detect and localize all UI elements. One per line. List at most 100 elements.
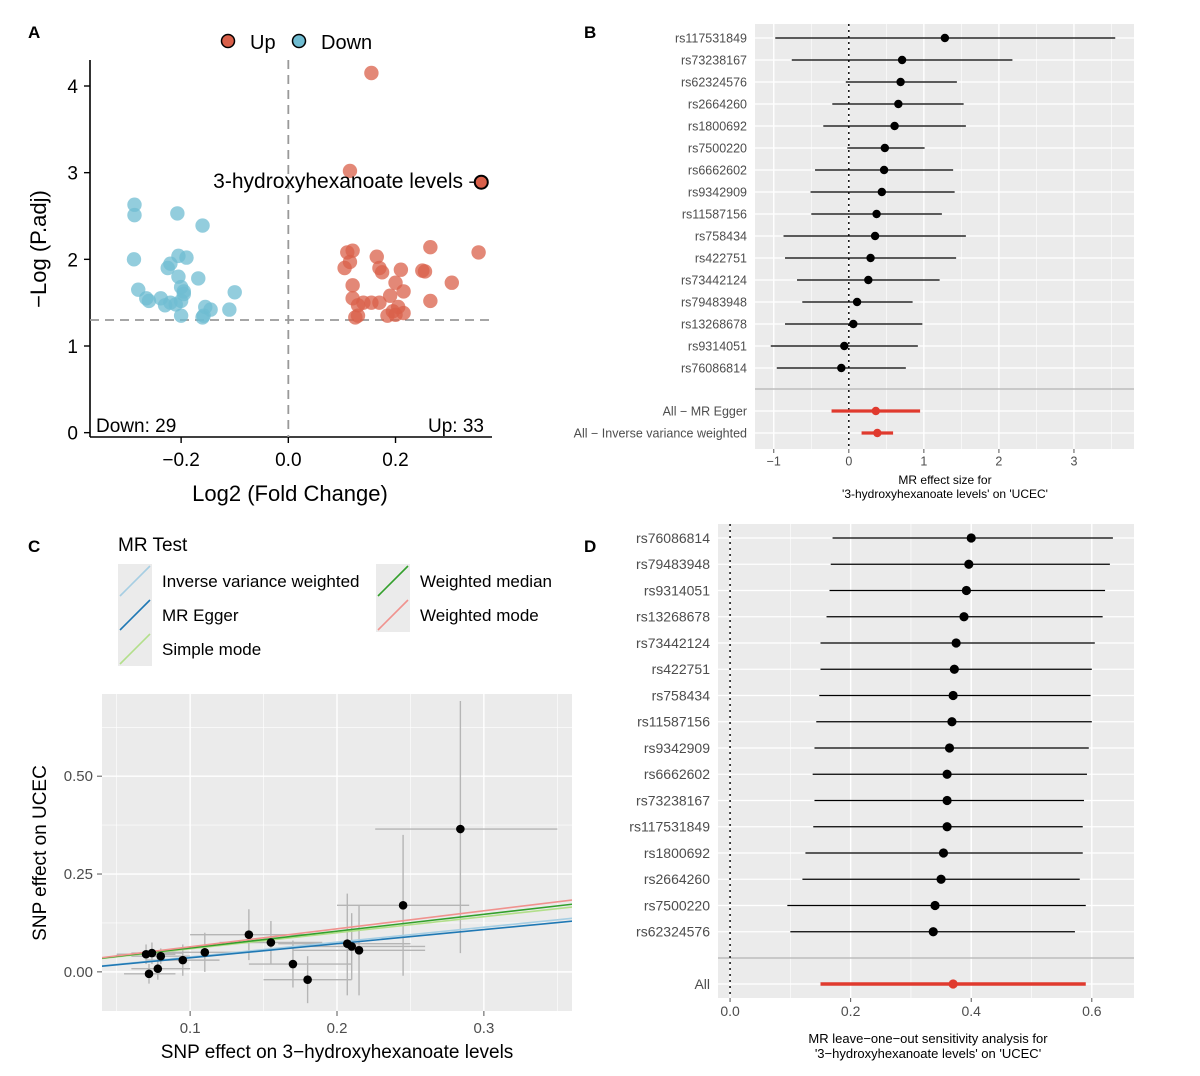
summary-label: All (694, 976, 710, 992)
snp-label: rs73238167 (681, 53, 747, 67)
y-tick-label: 0.00 (64, 964, 93, 981)
regression-line (102, 899, 572, 959)
x-tick-label: −1 (767, 455, 781, 469)
panel-a-tag: A (28, 23, 40, 42)
snp-estimate (928, 927, 938, 937)
y-tick-label: 0.50 (64, 768, 93, 785)
up-point (372, 295, 387, 310)
up-count-label: Up: 33 (428, 416, 484, 437)
legend-label: Weighted median (420, 572, 552, 591)
snp-estimate (948, 690, 958, 701)
up-point (350, 298, 366, 313)
snp-estimate (966, 533, 976, 543)
snp-estimate (961, 585, 971, 596)
mr-test-legend: Inverse variance weighted MR Egger Simple … (118, 564, 552, 666)
snp-estimate (947, 717, 957, 727)
snp-label: rs422751 (652, 661, 711, 677)
up-point (342, 254, 358, 270)
up-point (382, 288, 398, 303)
snp-point (147, 948, 157, 958)
snp-label: rs1800692 (644, 845, 710, 861)
down-point (173, 293, 189, 309)
down-point (157, 298, 173, 313)
x-tick-label: 0.0 (720, 1003, 740, 1019)
snp-estimate (894, 99, 903, 109)
snp-label: rs7500220 (688, 141, 747, 155)
volcano-plot: −0.2 0.0 0.2 0 1 2 3 4 (67, 60, 492, 471)
down-point (160, 260, 175, 276)
up-point (364, 65, 379, 81)
x-tick-label: 0.6 (1082, 1003, 1102, 1019)
snp-estimate (852, 297, 862, 307)
y-tick-label: 2 (67, 250, 78, 271)
snp-label: rs79483948 (681, 295, 747, 309)
plot-panel-background (718, 524, 1134, 998)
snp-label: rs13268678 (681, 317, 747, 331)
snp-estimate (864, 275, 873, 285)
panel-a: A Up Down −0.2 0.0 0.2 0 1 2 3 4 Down: 29 Up: 3… (26, 23, 492, 506)
snp-estimate (879, 165, 889, 175)
x-tick-label: 3 (1070, 455, 1077, 469)
summary-estimate (948, 979, 958, 989)
legend-down-label: Down (321, 32, 372, 54)
up-point (388, 307, 403, 322)
snp-label: rs73442124 (681, 273, 747, 287)
snp-point (200, 947, 210, 957)
panel-d-x-axis-label-line2: '3−hydroxyhexanoate levels' on 'UCEC' (815, 1046, 1041, 1061)
legend-label: Weighted mode (420, 606, 539, 625)
snp-label: rs7500220 (644, 897, 710, 913)
snp-label: rs2664260 (644, 871, 710, 887)
down-point (222, 302, 237, 317)
mr-forest-plot: rs117531849 rs73238167 rs62324576 rs2664260… (574, 24, 1134, 469)
panel-d-x-axis-label-line1: MR leave−one−out sensitivity analysis fo… (808, 1031, 1048, 1046)
down-point (170, 206, 185, 221)
y-tick-label: 0.25 (64, 866, 93, 883)
snp-label: rs11587156 (682, 207, 747, 221)
legend-key-line (119, 565, 151, 597)
snp-label: rs9314051 (644, 582, 710, 598)
up-point (348, 310, 363, 325)
up-point (393, 262, 409, 277)
legend-key-line (119, 599, 151, 631)
up-point (374, 265, 390, 280)
snp-estimate (936, 874, 946, 884)
panel-c-tag: C (28, 537, 40, 556)
up-point (423, 240, 438, 255)
x-tick-label: −0.2 (162, 450, 200, 471)
x-tick-label: 0.4 (961, 1003, 981, 1019)
snp-point (266, 938, 276, 947)
snp-label: rs76086814 (636, 530, 710, 546)
legend-label: MR Egger (162, 606, 239, 625)
snp-estimate (940, 33, 950, 43)
snp-point (156, 951, 166, 961)
down-point (126, 252, 142, 267)
snp-label: rs62324576 (681, 75, 747, 89)
snp-estimate (837, 363, 846, 373)
snp-label: rs79483948 (636, 556, 710, 572)
legend-label: Simple mode (162, 640, 261, 659)
snp-point (354, 946, 364, 955)
snp-estimate (964, 559, 974, 569)
snp-estimate (880, 143, 890, 153)
snp-estimate (896, 77, 905, 87)
snp-estimate (942, 795, 952, 806)
legend-key-line (119, 633, 151, 665)
up-point (417, 264, 433, 279)
panel-d-tag: D (584, 537, 596, 556)
snp-point (244, 930, 254, 939)
snp-label: rs9314051 (688, 339, 747, 353)
snp-label: rs13268678 (636, 609, 710, 625)
down-point (195, 218, 210, 233)
snp-estimate (942, 769, 952, 779)
up-point (342, 163, 358, 179)
snp-estimate (849, 319, 858, 329)
snp-estimate (949, 664, 959, 674)
snp-point (303, 975, 312, 984)
snp-point (144, 969, 154, 979)
highlight-point (473, 174, 489, 190)
panel-c-y-axis-label: SNP effect on UCEC (30, 765, 51, 941)
mr-test-legend-title: MR Test (118, 535, 188, 556)
up-point (345, 278, 360, 293)
x-tick-label: 0.1 (180, 1020, 201, 1037)
